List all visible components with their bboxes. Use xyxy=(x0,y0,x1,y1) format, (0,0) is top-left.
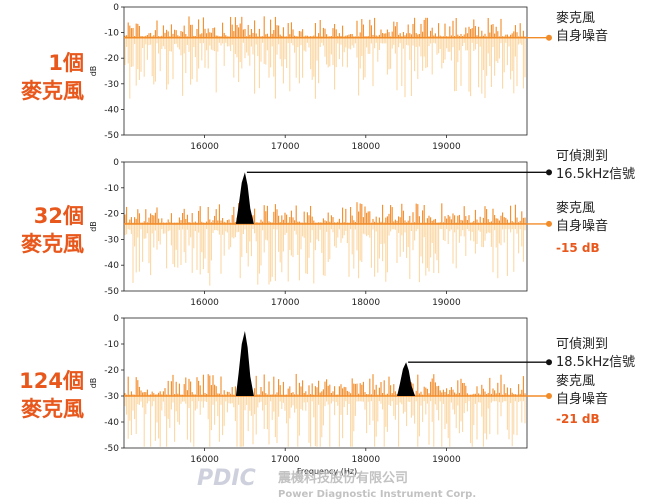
x-axis-label: Frequency (Hz) xyxy=(297,467,357,476)
x-tick-label: 18000 xyxy=(351,142,380,152)
watermark-company-zh: 震機科技股份有限公司 xyxy=(277,470,408,486)
y-tick-label: -10 xyxy=(104,184,119,194)
signal-peak-1 xyxy=(235,172,254,224)
mic-label-1: 1個 麥克風 xyxy=(20,51,84,103)
watermark-logo: PDIC xyxy=(197,466,256,491)
y-axis-label: dB xyxy=(89,221,98,232)
x-tick-label: 17000 xyxy=(271,142,300,152)
annotation-dot-1 xyxy=(546,169,552,176)
x-tick-label: 17000 xyxy=(271,298,300,308)
panel-3: 0 -10 -20 -30 -40 -50 16000 17000 18000 19000 dB xyxy=(89,314,552,465)
panel3-db-note: -21 dB xyxy=(556,412,600,426)
signal-peak-1 xyxy=(235,331,254,396)
x-tick-label: 19000 xyxy=(432,142,461,152)
y-tick-label: -50 xyxy=(104,131,119,141)
panel-2: 0 -10 -20 -30 -40 -50 16000 17000 18000 19000 dB xyxy=(89,158,552,308)
panel2-signal-label-2: 16.5kHz信號 xyxy=(556,167,635,182)
x-tick-label: 17000 xyxy=(271,455,300,465)
y-tick-label: -20 xyxy=(104,210,119,220)
y-tick-label: -50 xyxy=(104,444,119,454)
panel1-noise-label-2: 自身噪音 xyxy=(556,28,608,44)
y-tick-label: -30 xyxy=(104,235,119,245)
x-tick-label: 19000 xyxy=(432,455,461,465)
x-tick-label: 16000 xyxy=(190,455,219,465)
signal-peak-2 xyxy=(397,362,416,396)
y-tick-label: -40 xyxy=(104,418,119,428)
annotation-dot-2 xyxy=(546,220,552,227)
panel3-noise-label-2: 自身噪音 xyxy=(556,391,608,407)
x-tick-label: 18000 xyxy=(351,298,380,308)
mic-label-124: 124個 麥克風 xyxy=(19,369,84,421)
panel-1-frame xyxy=(123,6,528,136)
panel3-signal-label-1: 可偵測到 xyxy=(556,337,608,352)
annotations-layer: 麥克風 自身噪音 可偵測到 16.5kHz信號 麥克風 自身噪音 -15 dB … xyxy=(556,10,635,426)
y-tick-label: -30 xyxy=(104,392,119,402)
y-tick-label: -40 xyxy=(104,261,119,271)
mic-label-32: 32個 麥克風 xyxy=(20,204,84,256)
panel2-db-note: -15 dB xyxy=(556,241,600,255)
mic-label-1-word: 麥克風 xyxy=(20,79,84,103)
mic-label-32-count: 32個 xyxy=(34,204,84,228)
mic-label-32-word: 麥克風 xyxy=(20,232,84,256)
x-tick-label: 16000 xyxy=(190,298,219,308)
company-watermark: PDIC 震機科技股份有限公司 Power Diagnostic Instrum… xyxy=(197,466,476,500)
x-tick-label: 16000 xyxy=(190,142,219,152)
panel-1: 0 -10 -20 -30 -40 -50 16000 17000 18000 19000 dB xyxy=(89,3,552,152)
x-tick-label: 19000 xyxy=(432,298,461,308)
y-tick-label: 0 xyxy=(113,314,119,324)
mic-label-1-count: 1個 xyxy=(48,51,84,75)
mic-label-124-count: 124個 xyxy=(19,369,84,393)
panel2-noise-label-1: 麥克風 xyxy=(556,200,595,216)
annotation-dot-2 xyxy=(546,393,552,399)
y-tick-label: -10 xyxy=(104,29,119,39)
y-tick-label: -50 xyxy=(104,287,119,297)
y-tick-label: -40 xyxy=(104,105,119,115)
y-tick-label: 0 xyxy=(113,158,119,168)
panel1-noise-label-1: 麥克風 xyxy=(556,10,595,26)
mic-label-124-word: 麥克風 xyxy=(20,397,84,421)
panel2-signal-label-1: 可偵測到 xyxy=(556,149,608,164)
y-tick-label: -10 xyxy=(104,340,119,350)
y-tick-label: -30 xyxy=(104,80,119,90)
watermark-company-en: Power Diagnostic Instrument Corp. xyxy=(278,489,476,500)
y-axis-label: dB xyxy=(89,66,98,77)
annotation-dot-1 xyxy=(546,359,552,366)
panel3-noise-label-1: 麥克風 xyxy=(556,373,595,389)
annotation-dot-1 xyxy=(546,34,552,41)
plots-layer: 0 -10 -20 -30 -40 -50 16000 17000 18000 19000 dB 0 -… xyxy=(89,3,552,465)
y-tick-label: -20 xyxy=(104,366,119,376)
panel2-noise-label-2: 自身噪音 xyxy=(556,218,608,234)
panel3-signal-label-2: 18.5kHz信號 xyxy=(556,355,635,370)
x-tick-label: 18000 xyxy=(351,455,380,465)
y-tick-label: -20 xyxy=(104,54,119,64)
y-tick-label: 0 xyxy=(113,3,119,13)
y-axis-label: dB xyxy=(89,378,98,389)
